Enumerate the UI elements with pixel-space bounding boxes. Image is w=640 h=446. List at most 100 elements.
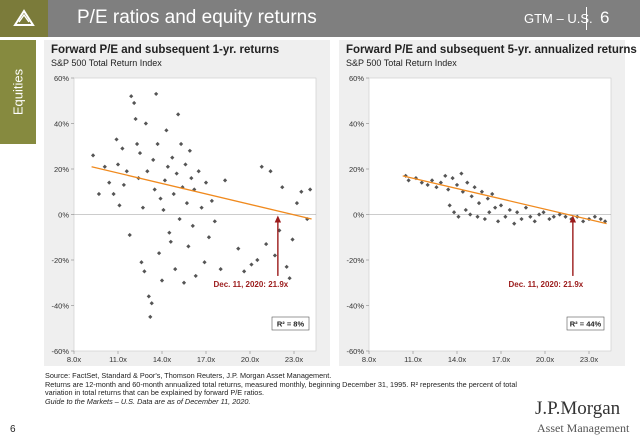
data-point [154, 91, 159, 97]
section-tab-label: Equities [10, 68, 26, 116]
data-point [465, 180, 470, 185]
data-point [152, 187, 157, 192]
data-point [127, 232, 132, 238]
page-header: P/E ratios and equity returns GTM – U.S.… [0, 0, 640, 37]
data-point [145, 169, 150, 174]
page-number: 6 [10, 424, 16, 435]
y-tick-label: 20% [54, 165, 69, 174]
data-point [512, 221, 517, 226]
footnotes: Source: FactSet, Standard & Poor's, Thom… [45, 371, 517, 406]
data-point [168, 239, 173, 244]
data-point [299, 189, 304, 194]
y-tick-label: 20% [349, 165, 364, 174]
r-squared-label: R² = 8% [277, 320, 305, 329]
data-point [177, 216, 182, 222]
data-point [161, 207, 166, 213]
y-tick-label: 60% [349, 74, 364, 83]
data-point [475, 214, 480, 219]
data-point [132, 100, 137, 106]
data-point [134, 141, 140, 147]
data-point [149, 301, 154, 306]
data-point [171, 191, 176, 197]
data-point [137, 150, 143, 156]
x-tick-label: 11.0x [404, 355, 422, 364]
y-tick-label: 60% [54, 74, 69, 83]
x-tick-label: 14.0x [448, 355, 467, 364]
x-tick-label: 8.0x [67, 355, 81, 364]
y-tick-label: 0% [353, 211, 364, 220]
data-point [124, 169, 129, 174]
y-tick-label: -40% [346, 302, 364, 311]
r-squared-box [271, 316, 310, 331]
data-point [121, 182, 126, 188]
data-point [117, 203, 122, 208]
data-point [236, 246, 241, 251]
data-point [186, 244, 191, 249]
scatter-chart-5yr: 60% 40% 20% 0% -20% -40% -60%8.0x 11.0x 14.0x 17.… [346, 74, 612, 364]
x-tick-label: 20.0x [241, 355, 260, 364]
x-tick-label: 17.0x [197, 355, 216, 364]
gtm-label: GTM – U.S. [524, 11, 593, 26]
data-point [485, 196, 490, 201]
x-tick-label: 14.0x [153, 355, 172, 364]
data-point [598, 216, 603, 222]
data-point [603, 219, 608, 224]
x-tick-label: 20.0x [536, 355, 555, 364]
data-point [196, 169, 201, 174]
data-point [454, 182, 460, 188]
data-point [120, 146, 125, 151]
data-point [148, 314, 153, 319]
data-point [129, 94, 134, 99]
data-point [498, 203, 504, 208]
data-point [181, 280, 187, 285]
r-squared-label: R² = 44% [570, 320, 602, 329]
data-point [174, 171, 179, 176]
annotation-arrow-head [569, 215, 577, 223]
y-tick-label: -40% [51, 302, 69, 311]
section-tab: Equities [0, 40, 36, 144]
data-point [151, 157, 156, 162]
r-squared-box [566, 316, 605, 331]
data-point [551, 214, 556, 219]
data-point [199, 205, 204, 210]
data-point [490, 191, 495, 197]
annotation-label: Dec. 11, 2020: 21.9x [213, 280, 288, 289]
data-point [290, 237, 295, 242]
data-point [249, 262, 254, 267]
data-point [479, 189, 485, 194]
header-divider [586, 7, 587, 30]
data-point [308, 187, 313, 192]
data-point [541, 210, 546, 215]
data-point [242, 269, 247, 274]
data-point [206, 235, 212, 240]
footnote-variation: variation in total returns that can be e… [45, 388, 265, 398]
data-point [158, 196, 163, 201]
trend-line [402, 175, 607, 225]
data-point [523, 205, 529, 210]
y-tick-label: 40% [349, 120, 364, 129]
data-point [563, 214, 568, 219]
chart-panel-1yr: Forward P/E and subsequent 1-yr. returns… [44, 40, 330, 366]
annotation-label: Dec. 11, 2020: 21.9x [508, 280, 583, 289]
data-point [495, 219, 501, 224]
data-point [96, 191, 102, 197]
data-point [460, 189, 465, 194]
x-tick-label: 17.0x [492, 355, 511, 364]
y-tick-label: -60% [51, 347, 69, 356]
header-page-number: 6 [600, 8, 610, 27]
data-point [487, 210, 492, 215]
arrow-logo-icon [13, 9, 35, 26]
data-point [212, 219, 217, 224]
page-title: P/E ratios and equity returns [77, 7, 317, 28]
data-point [176, 112, 181, 117]
data-point [259, 164, 264, 169]
x-tick-label: 8.0x [362, 355, 376, 364]
chart-subtitle: S&P 500 Total Return Index [51, 58, 162, 68]
footnote-source: Source: FactSet, Standard & Poor's, Thom… [45, 371, 332, 380]
data-point [143, 121, 148, 126]
data-point [294, 201, 300, 206]
data-point [193, 273, 198, 279]
data-point [178, 141, 184, 147]
data-point [183, 162, 188, 167]
data-point [222, 178, 228, 183]
